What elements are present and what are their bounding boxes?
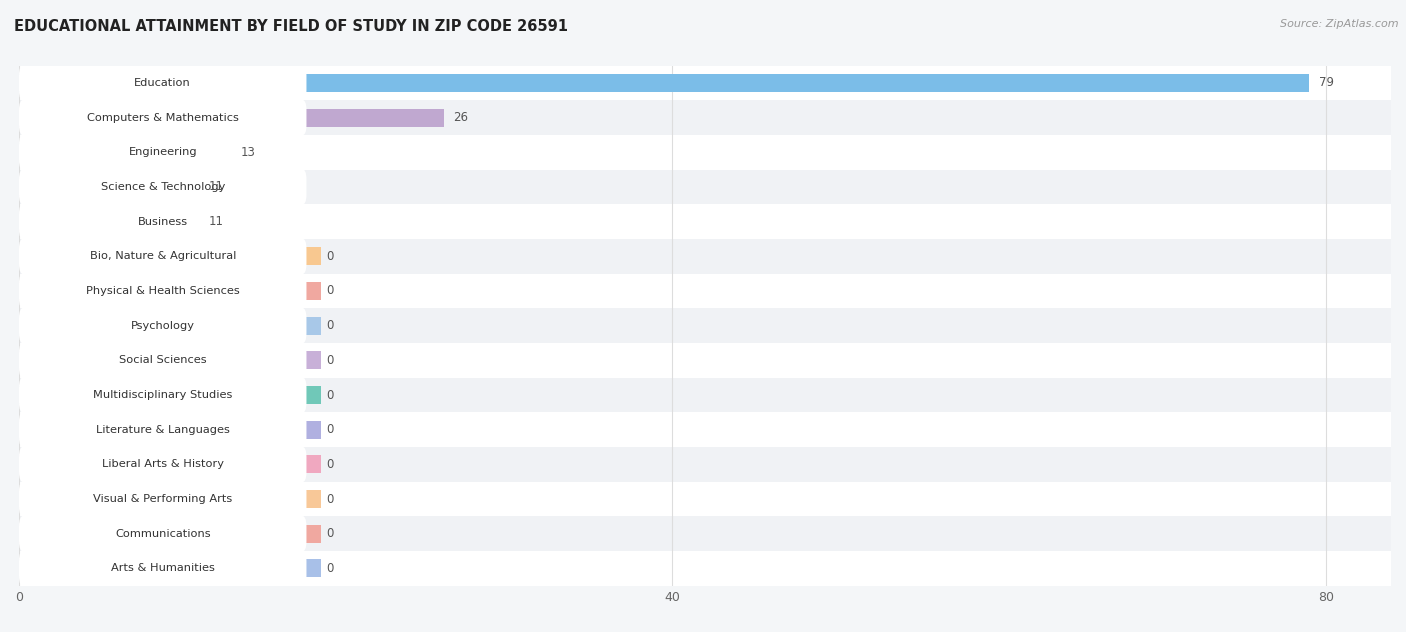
FancyBboxPatch shape [20, 169, 307, 205]
Bar [20, 274, 1391, 308]
Text: 0: 0 [326, 562, 333, 575]
Bar [20, 421, 321, 439]
Text: EDUCATIONAL ATTAINMENT BY FIELD OF STUDY IN ZIP CODE 26591: EDUCATIONAL ATTAINMENT BY FIELD OF STUDY… [14, 19, 568, 34]
FancyBboxPatch shape [20, 377, 307, 413]
Text: 0: 0 [326, 458, 333, 471]
FancyBboxPatch shape [20, 308, 307, 344]
Bar [20, 169, 1391, 204]
Bar [20, 447, 1391, 482]
Bar [20, 100, 1391, 135]
Text: 0: 0 [326, 389, 333, 401]
Text: 0: 0 [326, 492, 333, 506]
Bar [20, 135, 1391, 169]
Text: 11: 11 [208, 215, 224, 228]
Bar [20, 204, 1391, 239]
Text: Literature & Languages: Literature & Languages [96, 425, 229, 435]
Bar [20, 143, 232, 161]
Text: 0: 0 [326, 423, 333, 436]
FancyBboxPatch shape [20, 446, 307, 482]
FancyBboxPatch shape [20, 550, 307, 586]
Bar [20, 559, 321, 578]
Bar [20, 351, 321, 369]
Bar [20, 413, 1391, 447]
Text: Visual & Performing Arts: Visual & Performing Arts [93, 494, 232, 504]
Text: Psychology: Psychology [131, 320, 195, 331]
Text: Bio, Nature & Agricultural: Bio, Nature & Agricultural [90, 252, 236, 261]
Bar [20, 551, 1391, 586]
FancyBboxPatch shape [20, 411, 307, 447]
Bar [20, 66, 1391, 100]
Text: 79: 79 [1319, 76, 1334, 89]
Text: 0: 0 [326, 284, 333, 298]
Bar [20, 456, 321, 473]
Bar [20, 212, 198, 231]
Bar [20, 178, 198, 196]
FancyBboxPatch shape [20, 481, 307, 517]
Text: Business: Business [138, 217, 188, 227]
Bar [20, 308, 1391, 343]
FancyBboxPatch shape [20, 204, 307, 240]
Bar [20, 239, 1391, 274]
Text: Computers & Mathematics: Computers & Mathematics [87, 112, 239, 123]
Text: Education: Education [135, 78, 191, 88]
Bar [20, 317, 321, 335]
Text: 0: 0 [326, 250, 333, 263]
Bar [20, 525, 321, 543]
Text: 0: 0 [326, 319, 333, 332]
Bar [20, 109, 444, 126]
Text: Physical & Health Sciences: Physical & Health Sciences [86, 286, 239, 296]
Text: 0: 0 [326, 354, 333, 367]
FancyBboxPatch shape [20, 100, 307, 136]
Text: Source: ZipAtlas.com: Source: ZipAtlas.com [1281, 19, 1399, 29]
Text: 13: 13 [242, 146, 256, 159]
Text: Science & Technology: Science & Technology [101, 182, 225, 192]
Text: Engineering: Engineering [128, 147, 197, 157]
Bar [20, 247, 321, 265]
Text: Communications: Communications [115, 529, 211, 538]
Bar [20, 490, 321, 508]
FancyBboxPatch shape [20, 343, 307, 379]
FancyBboxPatch shape [20, 516, 307, 552]
Bar [20, 282, 321, 300]
Bar [20, 74, 1309, 92]
FancyBboxPatch shape [20, 273, 307, 309]
Text: 11: 11 [208, 181, 224, 193]
Text: 26: 26 [454, 111, 468, 124]
Text: Social Sciences: Social Sciences [120, 355, 207, 365]
Text: 0: 0 [326, 527, 333, 540]
FancyBboxPatch shape [20, 238, 307, 274]
Bar [20, 386, 321, 404]
Bar [20, 343, 1391, 378]
FancyBboxPatch shape [20, 134, 307, 170]
Text: Liberal Arts & History: Liberal Arts & History [101, 459, 224, 470]
Bar [20, 378, 1391, 413]
Text: Arts & Humanities: Arts & Humanities [111, 564, 215, 573]
Text: Multidisciplinary Studies: Multidisciplinary Studies [93, 390, 232, 400]
FancyBboxPatch shape [20, 65, 307, 101]
Bar [20, 516, 1391, 551]
Bar [20, 482, 1391, 516]
